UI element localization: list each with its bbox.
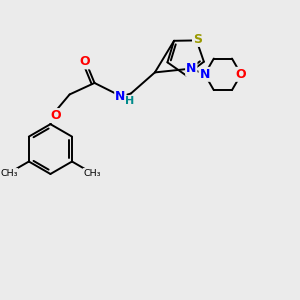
Text: O: O <box>80 56 90 68</box>
Text: N: N <box>186 62 196 75</box>
Text: CH₃: CH₃ <box>0 169 18 178</box>
Text: H: H <box>125 96 135 106</box>
Text: N: N <box>115 90 126 103</box>
Text: O: O <box>50 109 61 122</box>
Text: S: S <box>193 33 202 46</box>
Text: CH₃: CH₃ <box>83 169 101 178</box>
Text: O: O <box>236 68 246 81</box>
Text: N: N <box>200 68 210 81</box>
